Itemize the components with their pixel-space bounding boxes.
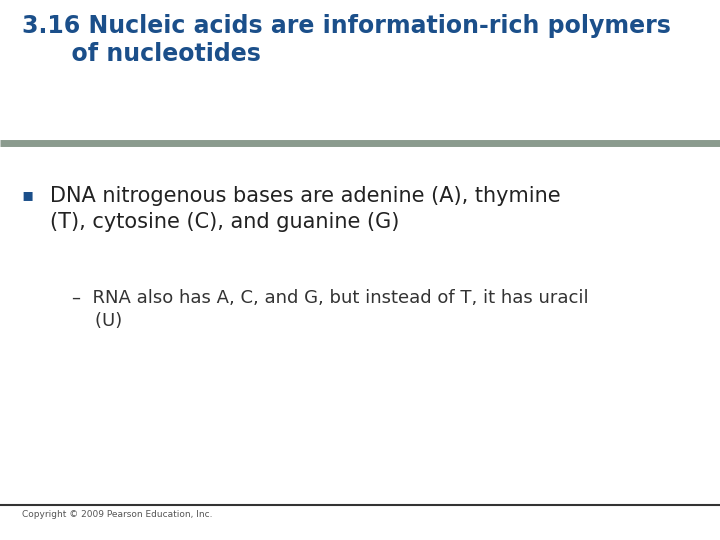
Text: 3.16 Nucleic acids are information-rich polymers
      of nucleotides: 3.16 Nucleic acids are information-rich … [22, 14, 670, 66]
Text: ▪: ▪ [22, 186, 34, 204]
Text: –  RNA also has A, C, and G, but instead of T, it has uracil
    (U): – RNA also has A, C, and G, but instead … [72, 289, 589, 330]
Text: Copyright © 2009 Pearson Education, Inc.: Copyright © 2009 Pearson Education, Inc. [22, 510, 212, 519]
Text: DNA nitrogenous bases are adenine (A), thymine
(T), cytosine (C), and guanine (G: DNA nitrogenous bases are adenine (A), t… [50, 186, 561, 232]
